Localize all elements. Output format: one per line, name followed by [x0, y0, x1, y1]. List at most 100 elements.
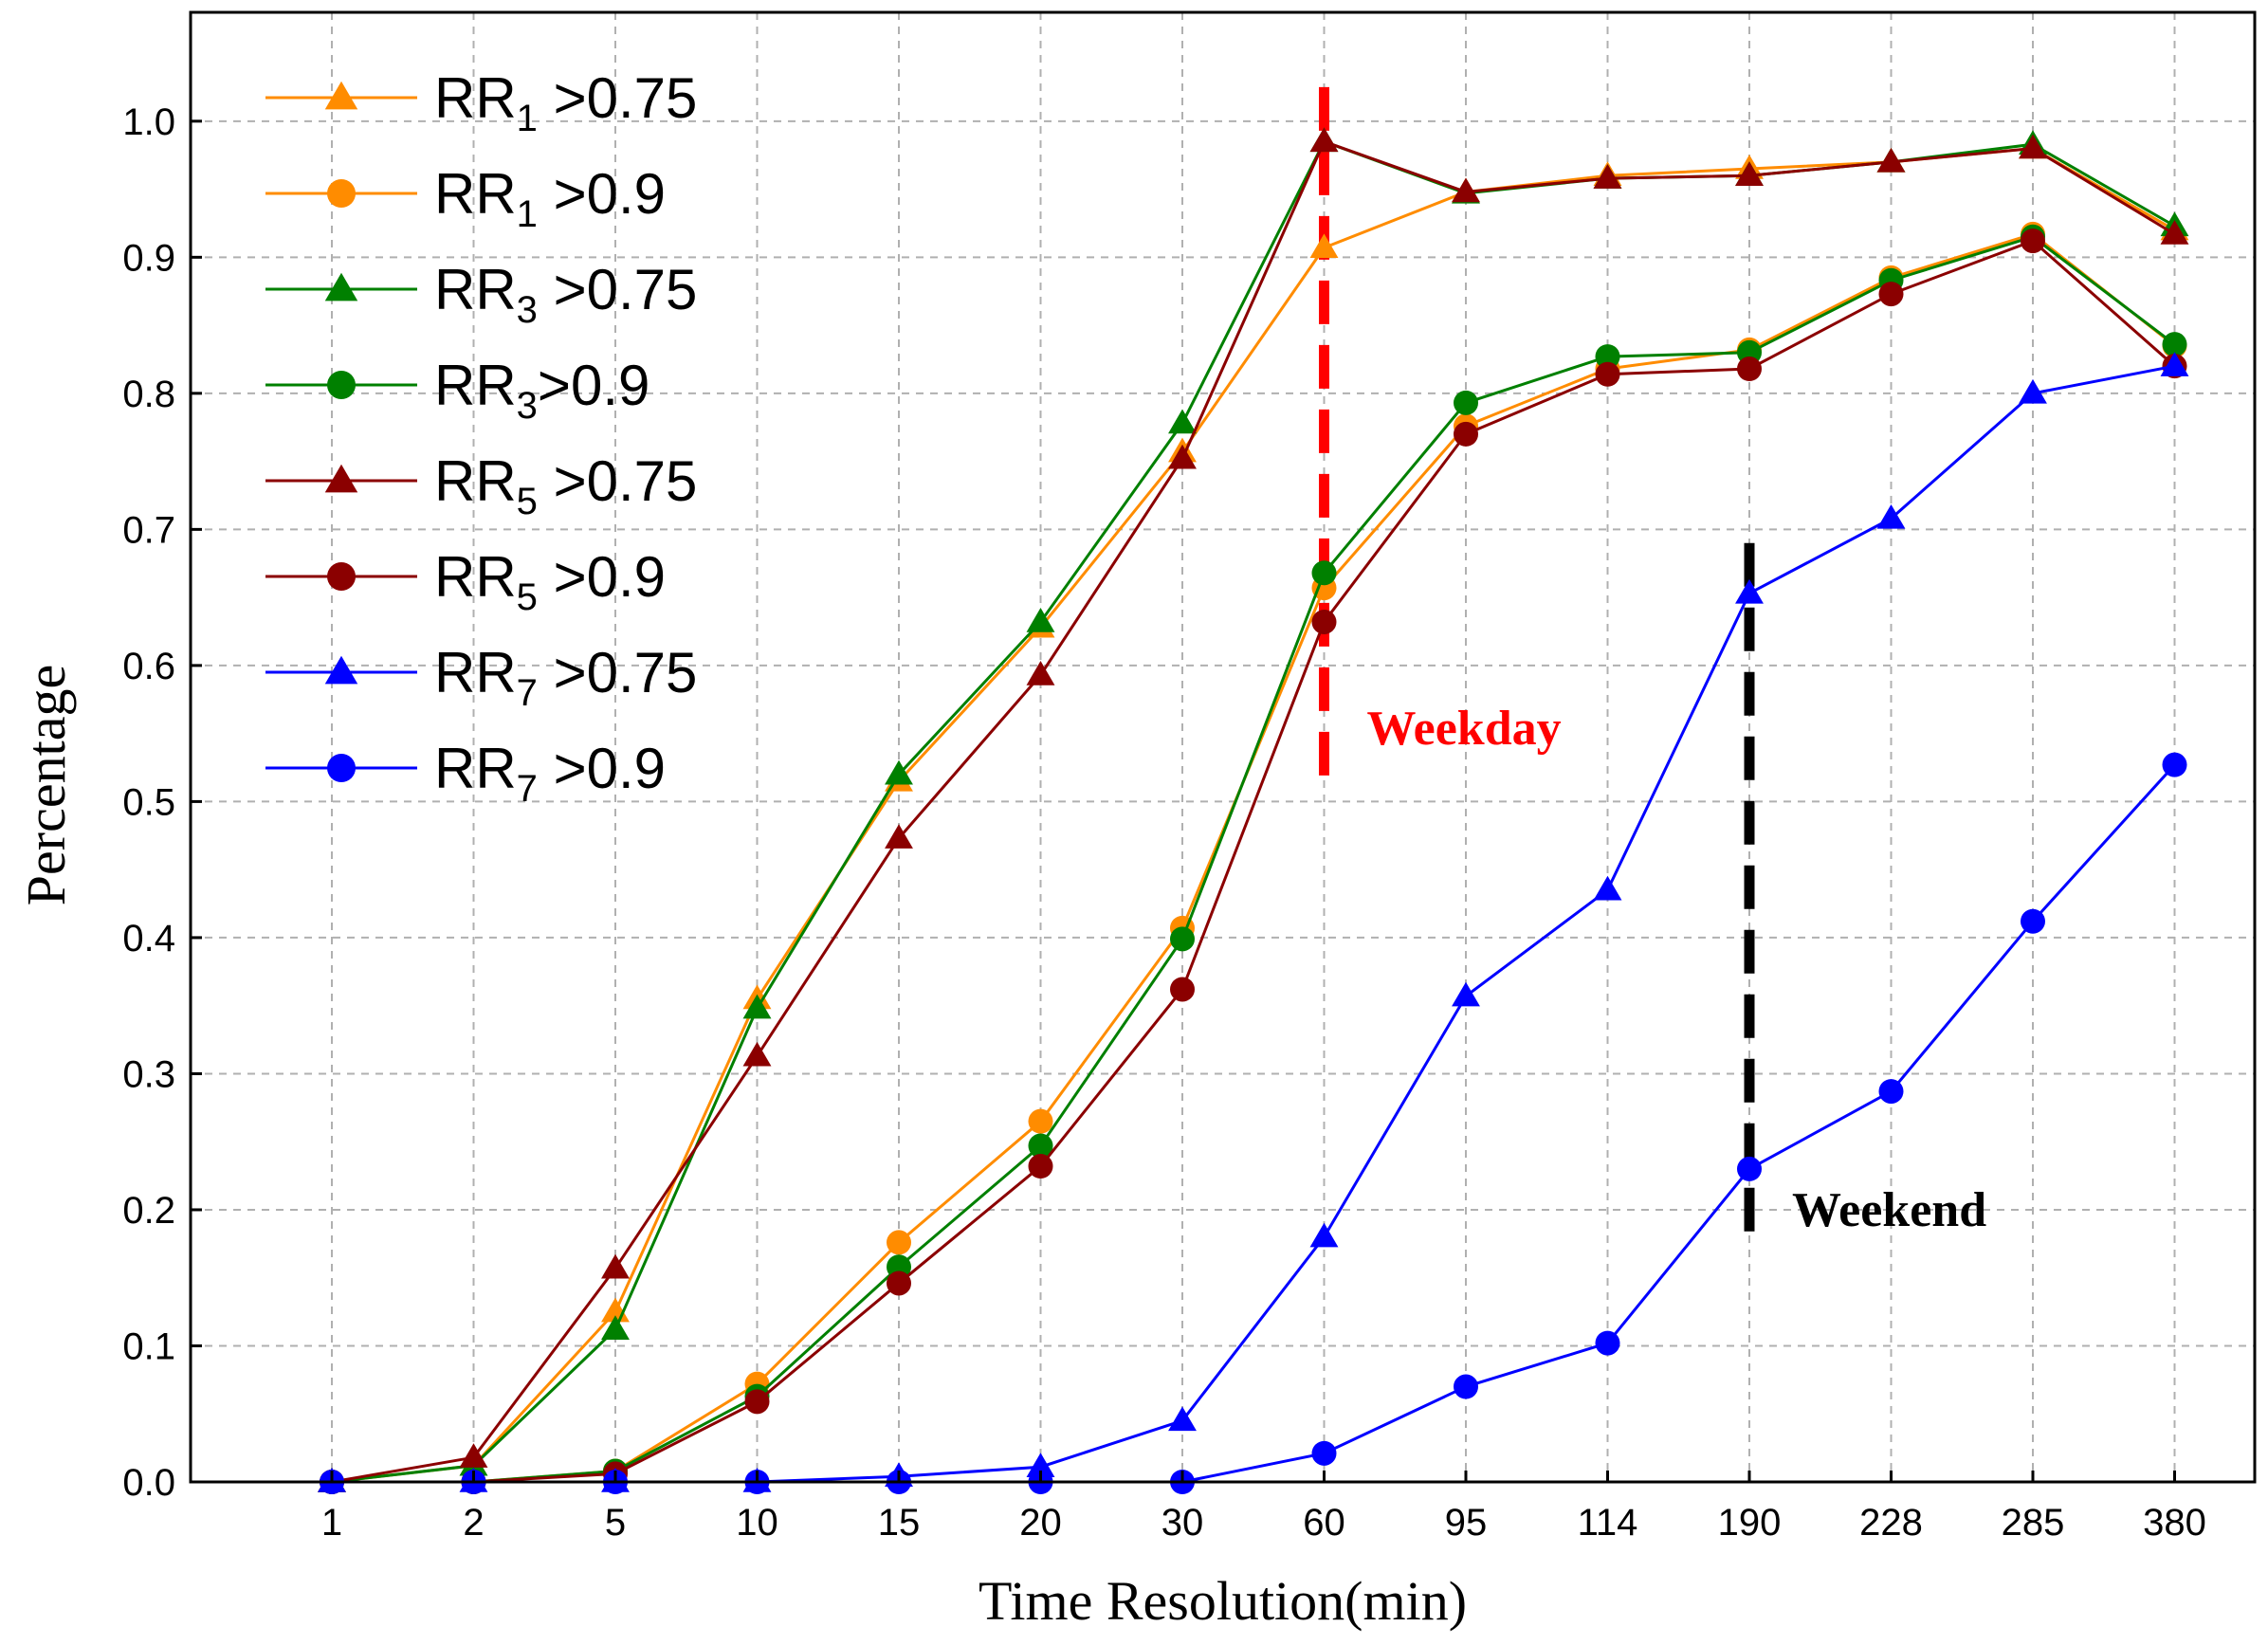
data-point-triangle — [2160, 219, 2189, 245]
legend-item: RR1 >0.9 — [265, 162, 666, 235]
y-tick-label: 0.4 — [122, 918, 175, 960]
x-tick-label: 10 — [736, 1502, 778, 1544]
data-point-triangle — [1452, 177, 1480, 203]
data-point-circle — [744, 1389, 770, 1415]
y-tick-label: 1.0 — [122, 101, 175, 143]
annotation-label: Weekday — [1367, 702, 1562, 756]
data-point-circle — [1028, 1133, 1053, 1159]
data-point-triangle — [1026, 660, 1055, 685]
legend-item: RR1 >0.75 — [265, 66, 697, 139]
x-tick-label: 228 — [1859, 1502, 1923, 1544]
data-point-triangle — [1026, 608, 1055, 632]
x-axis-title: Time Resolution(min) — [979, 1570, 1467, 1632]
data-point-circle — [887, 1270, 911, 1296]
data-point-circle — [2021, 908, 2045, 934]
data-point-circle — [1170, 926, 1195, 952]
data-point-triangle — [324, 464, 358, 493]
data-point-circle — [1595, 1330, 1620, 1356]
data-point-triangle — [885, 824, 913, 849]
data-point-circle — [1311, 560, 1337, 586]
data-point-triangle — [1593, 164, 1622, 189]
annotations: Weekday Weekend — [1319, 86, 1986, 1252]
legend-label: RR7 >0.75 — [434, 641, 697, 714]
y-tick-label: 0.0 — [122, 1462, 175, 1504]
data-point-circle — [1311, 609, 1337, 634]
data-point-triangle — [1168, 444, 1197, 469]
y-tick-label: 0.2 — [122, 1190, 175, 1232]
series-line — [331, 146, 2176, 1484]
series-layer — [318, 127, 2189, 1494]
legend-item: RR5 >0.9 — [265, 545, 666, 618]
legend-item: RR7 >0.9 — [265, 737, 666, 810]
data-point-circle — [1595, 344, 1620, 370]
data-point-circle — [1454, 390, 1478, 415]
legend-label: RR5 >0.75 — [434, 449, 697, 522]
data-point-triangle — [742, 1041, 772, 1067]
data-point-triangle — [1309, 1222, 1339, 1248]
y-tick-label: 0.8 — [122, 374, 175, 415]
legend-label: RR1 >0.75 — [434, 66, 697, 139]
legend-label: RR3 >0.75 — [434, 258, 697, 331]
x-tick-label: 95 — [1445, 1502, 1488, 1544]
legend-item: RR5 >0.75 — [265, 449, 697, 522]
data-point-circle — [327, 754, 356, 782]
data-point-triangle — [1735, 578, 1764, 604]
data-point-triangle — [601, 1253, 630, 1279]
y-tick-label: 0.9 — [122, 237, 175, 279]
data-point-circle — [1595, 361, 1620, 387]
series-line — [332, 763, 2176, 1484]
legend-label: RR5 >0.9 — [434, 545, 666, 618]
data-point-triangle — [324, 272, 358, 302]
data-point-triangle — [1876, 147, 1906, 173]
x-tick-label: 15 — [878, 1502, 921, 1544]
data-point-circle — [1454, 1374, 1478, 1399]
data-point-triangle — [324, 81, 358, 110]
annotation-label: Weekend — [1792, 1183, 1986, 1237]
data-point-circle — [2021, 228, 2045, 254]
data-point-triangle — [1735, 161, 1764, 186]
legend-item: RR7 >0.75 — [265, 641, 697, 714]
data-point-circle — [1878, 1079, 1904, 1105]
data-point-circle — [2162, 752, 2187, 777]
data-point-triangle — [1026, 1453, 1055, 1477]
legend-label: RR1 >0.9 — [434, 162, 666, 235]
legend-item: RR3 >0.75 — [265, 258, 697, 331]
series-line — [332, 239, 2176, 1484]
data-point-circle — [1028, 1154, 1053, 1179]
x-tick-label: 60 — [1303, 1502, 1345, 1544]
data-point-circle — [1737, 1156, 1762, 1181]
legend: RR1 >0.75 RR1 >0.9 RR3 >0.75 RR3>0.9 RR5 >0.… — [265, 66, 697, 810]
legend-label: RR3>0.9 — [434, 354, 649, 427]
x-tick-label: 190 — [1718, 1502, 1782, 1544]
series-RR3-triangle — [318, 127, 2189, 1492]
series-RR7-circle — [320, 752, 2187, 1494]
data-point-triangle — [1309, 127, 1339, 153]
data-point-triangle — [1168, 1406, 1197, 1432]
series-line — [332, 232, 2176, 1484]
data-point-triangle — [2160, 352, 2189, 376]
data-point-circle — [2162, 332, 2187, 357]
data-point-circle — [1311, 1440, 1337, 1466]
data-point-triangle — [885, 759, 913, 785]
data-point-circle — [1878, 282, 1904, 307]
series-RR7-triangle — [318, 352, 2189, 1492]
data-point-triangle — [2019, 134, 2047, 159]
data-point-circle — [327, 179, 356, 208]
data-point-triangle — [1593, 875, 1622, 901]
data-point-circle — [1028, 1108, 1053, 1134]
y-tick-label: 0.3 — [122, 1053, 175, 1095]
x-tick-label: 20 — [1019, 1502, 1062, 1544]
x-tick-label: 30 — [1161, 1502, 1204, 1544]
series-line — [332, 235, 2176, 1484]
y-tick-label: 0.5 — [122, 781, 175, 823]
axes: 1 2 5 10 15 20 30 60 95 114 190 228 285 380 0.0 0.1 0.2 0… — [122, 101, 2205, 1544]
x-tick-label: 285 — [2002, 1502, 2065, 1544]
x-tick-label: 1 — [321, 1502, 342, 1544]
data-point-circle — [327, 371, 356, 399]
series-line — [331, 139, 2176, 1484]
data-point-triangle — [601, 1315, 630, 1341]
data-point-circle — [327, 562, 356, 591]
y-axis-title: Percentage — [15, 665, 77, 905]
data-point-triangle — [742, 994, 772, 1019]
